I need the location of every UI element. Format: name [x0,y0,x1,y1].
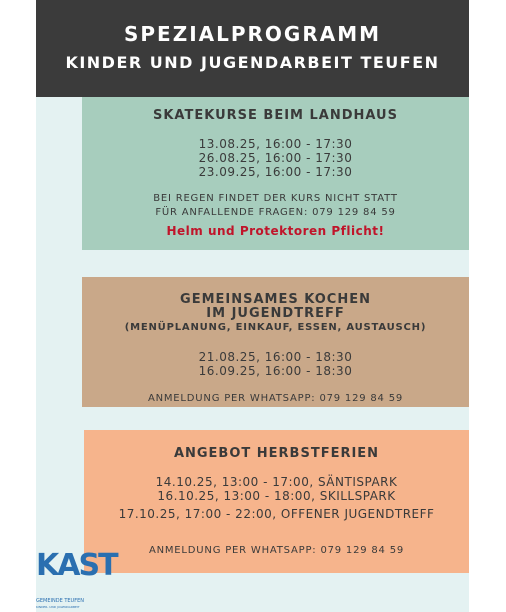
logo: KAST GEMEINDE TEUFEN KINDER- UND JUGENDA… [36,548,119,612]
date: 17.10.25, 17:00 - 22:00, OFFENER JUGENDT… [118,507,435,521]
section-heading: ANGEBOT HERBSTFERIEN [173,446,380,461]
section-heading: GEMEINSAMES KOCHEN [180,292,371,307]
highlight: Helm und Protektoren Pflicht! [166,224,385,238]
section-box: ANGEBOT HERBSTFERIEN 14.10.25, 13:00 - 1… [84,430,469,573]
poster: SPEZIALPROGRAMM KINDER UND JUGENDARBEIT … [36,0,469,612]
logo-line: KINDER- UND JUGENDARBEIT [36,605,80,609]
note: FÜR ANFALLENDE FRAGEN: 079 129 84 59 [155,207,396,218]
header-title: SPEZIALPROGRAMM [123,22,382,46]
date: 23.09.25, 16:00 - 17:30 [198,165,353,179]
section-heading: IM JUGENDTREFF [206,306,345,321]
section-subheading: (MENÜPLANUNG, EINKAUF, ESSEN, AUSTAUSCH) [124,322,427,333]
note: ANMELDUNG PER WHATSAPP: 079 129 84 59 [147,393,404,404]
date: 13.08.25, 16:00 - 17:30 [198,137,353,151]
section-heading: SKATEKURSE BEIM LANDHAUS [153,108,398,123]
date: 16.10.25, 13:00 - 18:00, SKILLSPARK [157,489,396,503]
date: 16.09.25, 16:00 - 18:30 [198,364,353,378]
header-bar: SPEZIALPROGRAMM KINDER UND JUGENDARBEIT … [36,0,469,97]
section-box: GEMEINSAMES KOCHEN IM JUGENDTREFF (MENÜP… [82,277,469,407]
section-box: SKATEKURSE BEIM LANDHAUS 13.08.25, 16:00… [82,97,469,250]
date: 26.08.25, 16:00 - 17:30 [198,151,353,165]
date: 21.08.25, 16:00 - 18:30 [198,350,353,364]
note: ANMELDUNG PER WHATSAPP: 079 129 84 59 [148,545,405,556]
header-title: KINDER UND JUGENDARBEIT TEUFEN [65,53,440,72]
date: 14.10.25, 13:00 - 17:00, SÄNTISPARK [155,475,398,489]
logo-line: GEMEINDE TEUFEN [36,598,84,604]
note: BEI REGEN FINDET DER KURS NICHT STATT [153,193,398,204]
logo-name: KAST [36,548,119,583]
